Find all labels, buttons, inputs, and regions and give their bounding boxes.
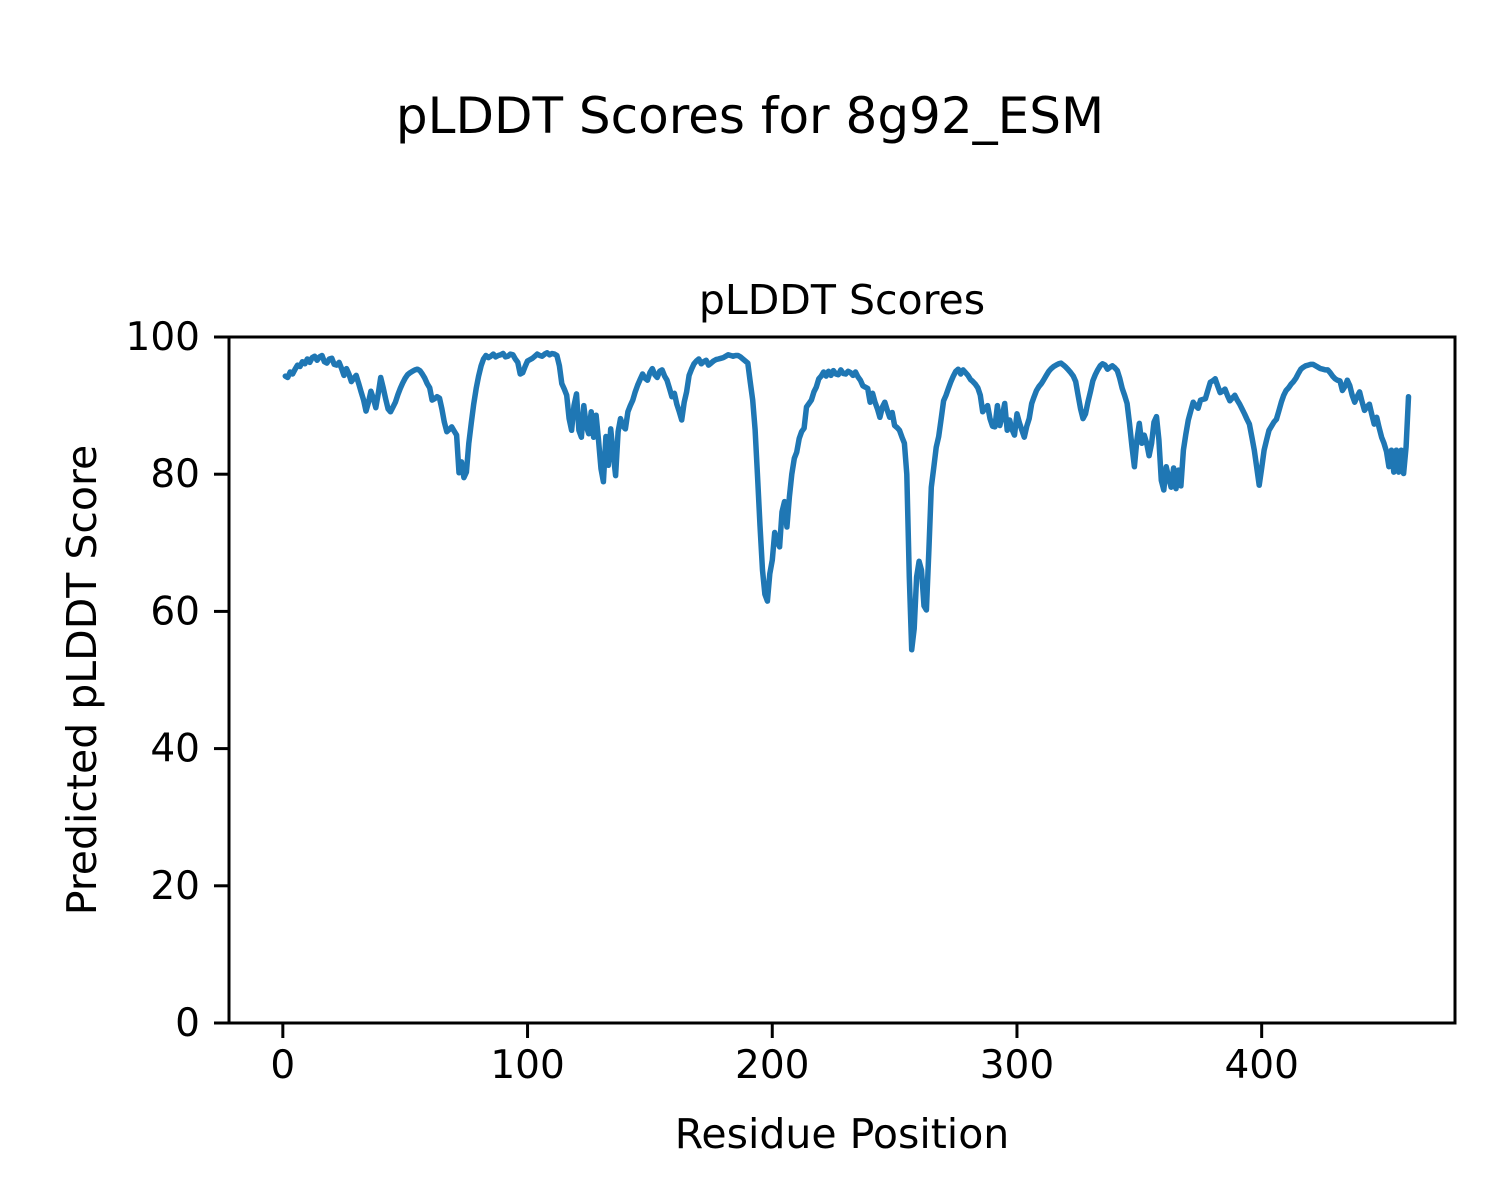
axes-title: pLDDT Scores — [698, 276, 986, 324]
x-tick-label: 100 — [490, 1043, 564, 1088]
x-axis-label: Residue Position — [674, 1110, 1010, 1158]
x-axis-ticks: 0 100 200 300 400 — [270, 1023, 1299, 1088]
y-tick-label: 100 — [126, 315, 200, 360]
data-line — [282, 350, 1412, 653]
figure-title: pLDDT Scores for 8g92_ESM — [395, 87, 1105, 145]
y-tick-label: 0 — [175, 1001, 200, 1046]
x-tick-label: 400 — [1224, 1043, 1298, 1088]
y-tick-label: 40 — [150, 727, 200, 772]
x-tick-label: 200 — [735, 1043, 809, 1088]
x-tick-label: 0 — [270, 1043, 295, 1088]
y-axis-ticks: 0 20 40 60 80 100 — [126, 315, 229, 1046]
y-tick-label: 60 — [150, 589, 200, 634]
y-tick-label: 80 — [150, 452, 200, 497]
plot-frame — [227, 335, 1457, 1025]
y-tick-label: 20 — [150, 864, 200, 909]
x-tick-label: 300 — [980, 1043, 1054, 1088]
